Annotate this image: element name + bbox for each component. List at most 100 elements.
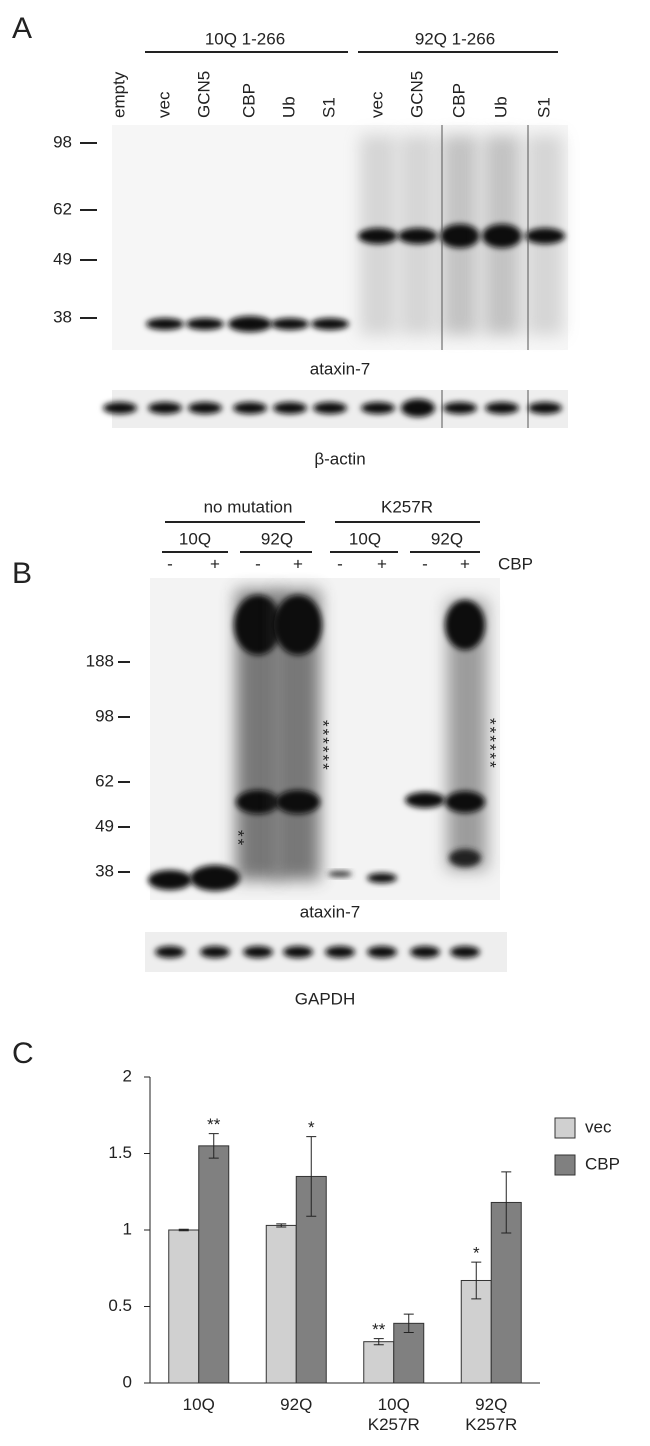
- band: [228, 316, 272, 332]
- marker-label: 188: [86, 651, 114, 670]
- band: [528, 402, 562, 414]
- band: [188, 402, 222, 414]
- error-bar: [276, 1223, 287, 1228]
- band: [236, 790, 280, 814]
- band: [243, 946, 273, 958]
- band: [190, 865, 240, 891]
- group-label: 10Q 1-266: [205, 29, 285, 48]
- lane-label: S1: [319, 97, 338, 118]
- lane-label: S1: [534, 97, 553, 118]
- bar: [363, 1341, 395, 1384]
- band: [328, 871, 352, 877]
- y-tick-label: 1.5: [108, 1143, 132, 1162]
- marker-label: 38: [53, 307, 72, 326]
- band: [358, 228, 398, 244]
- group-label: no mutation: [204, 497, 293, 516]
- band: [485, 402, 519, 414]
- subgroup-label: 92Q: [261, 529, 293, 548]
- asterisks: **: [229, 830, 248, 847]
- legend-swatch: [554, 1154, 576, 1176]
- x-tick-label: 10Q: [182, 1395, 215, 1414]
- marker-label: 98: [53, 132, 72, 151]
- legend-swatch: [554, 1117, 576, 1139]
- panel-label: B: [12, 557, 32, 590]
- x-tick-label: 92Q K257R: [465, 1395, 518, 1434]
- band: [449, 849, 481, 867]
- error-bar: [178, 1228, 189, 1232]
- blot-label: GAPDH: [295, 989, 355, 1008]
- band: [405, 792, 445, 808]
- marker-label: 98: [95, 706, 114, 725]
- blot-label: ataxin-7: [300, 902, 360, 921]
- blot: [150, 578, 500, 900]
- bar: [265, 1224, 297, 1384]
- y-tick-label: 1: [123, 1219, 132, 1238]
- lane-label: Ub: [279, 96, 298, 118]
- panel-label: C: [12, 1037, 34, 1070]
- treatment-label: CBP: [498, 554, 533, 573]
- band: [200, 946, 230, 958]
- subgroup-label: 10Q: [179, 529, 211, 548]
- marker-label: 49: [53, 249, 72, 268]
- band: [440, 224, 480, 248]
- marker-label: 49: [95, 816, 114, 835]
- significance: **: [207, 1115, 221, 1134]
- sign-label: +: [210, 554, 220, 573]
- significance: **: [372, 1320, 386, 1339]
- significance: *: [308, 1118, 315, 1137]
- band: [401, 399, 435, 417]
- legend-label: CBP: [585, 1154, 620, 1173]
- asterisks: ******: [481, 718, 500, 770]
- sign-label: -: [255, 554, 261, 573]
- error-bar: [208, 1133, 219, 1159]
- band: [273, 402, 307, 414]
- y-tick-label: 2: [123, 1066, 132, 1085]
- band: [313, 402, 347, 414]
- band: [148, 402, 182, 414]
- error-bar: [471, 1261, 482, 1300]
- sign-label: +: [377, 554, 387, 573]
- sign-label: -: [337, 554, 343, 573]
- legend-label: vec: [585, 1117, 612, 1136]
- sign-label: +: [460, 554, 470, 573]
- band: [148, 870, 192, 890]
- band: [274, 595, 322, 655]
- x-tick-label: 10Q K257R: [367, 1395, 420, 1434]
- band: [450, 946, 480, 958]
- band: [103, 402, 137, 414]
- blot-label: ataxin-7: [310, 359, 370, 378]
- band: [443, 402, 477, 414]
- band: [283, 946, 313, 958]
- band: [361, 402, 395, 414]
- lane-label: CBP: [449, 83, 468, 118]
- group-label: K257R: [381, 497, 433, 516]
- band: [398, 228, 438, 244]
- band: [233, 402, 267, 414]
- panel-label: A: [12, 12, 32, 45]
- band: [445, 600, 485, 650]
- band: [445, 791, 485, 813]
- error-bar: [373, 1338, 384, 1346]
- lane-label: CBP: [239, 83, 258, 118]
- band: [525, 228, 565, 244]
- band: [482, 224, 522, 248]
- lane-label: Ub: [491, 96, 510, 118]
- error-bar: [403, 1313, 414, 1334]
- bar: [168, 1229, 200, 1384]
- group-label: 92Q 1-266: [415, 29, 495, 48]
- band: [311, 318, 349, 330]
- band: [155, 946, 185, 958]
- error-bar: [501, 1171, 512, 1234]
- lane-label: GCN5: [194, 71, 213, 118]
- significance: *: [473, 1244, 480, 1263]
- error-bar: [306, 1136, 317, 1217]
- x-tick-label: 92Q: [280, 1395, 313, 1414]
- lane-label: vec: [154, 91, 173, 118]
- marker-label: 62: [53, 199, 72, 218]
- blot-label: β-actin: [314, 449, 365, 468]
- marker-label: 38: [95, 861, 114, 880]
- lane-label: vec: [367, 91, 386, 118]
- sign-label: -: [167, 554, 173, 573]
- y-tick-label: 0: [123, 1372, 132, 1391]
